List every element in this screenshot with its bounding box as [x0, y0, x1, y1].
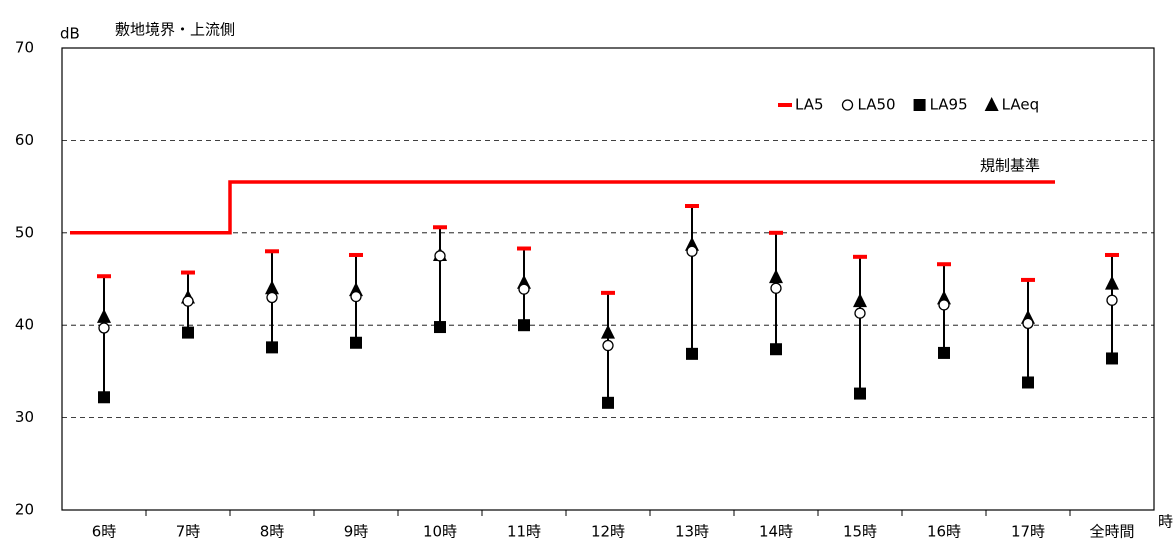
y-tick-label: 20 — [15, 501, 34, 519]
plot-frame — [61, 47, 1155, 511]
marker-circle — [770, 282, 782, 294]
marker-square — [98, 391, 110, 404]
marker-square — [350, 336, 362, 349]
x-tick-label: 9時 — [344, 523, 369, 541]
marker-circle — [182, 295, 194, 307]
marker-square — [182, 326, 194, 339]
regulation-label: 規制基準 — [980, 157, 1040, 175]
x-tick-label: 11時 — [507, 523, 541, 541]
x-axis-label: 時 — [1158, 513, 1173, 531]
marker-square — [1022, 376, 1034, 389]
marker-triangle — [97, 308, 111, 323]
x-tick-label: 12時 — [591, 523, 625, 541]
marker-circle — [841, 99, 854, 111]
marker-triangle — [984, 97, 999, 111]
marker-square — [938, 346, 950, 359]
marker-triangle — [601, 324, 615, 339]
marker-square — [434, 321, 446, 334]
x-tick-label: 全時間 — [1089, 523, 1134, 541]
marker-circle — [98, 322, 110, 334]
marker-square — [1106, 352, 1118, 365]
regulation-line — [70, 180, 1055, 235]
x-tick-label: 16時 — [927, 523, 961, 541]
marker-circle — [266, 291, 278, 304]
marker-circle — [1106, 294, 1118, 306]
x-tick-label: 8時 — [260, 523, 285, 541]
marker-circle — [1022, 317, 1034, 330]
marker-square — [266, 341, 278, 354]
y-tick-label: 30 — [15, 408, 34, 426]
marker-circle — [434, 250, 446, 262]
marker-square — [686, 347, 698, 360]
y-axis-label: dB — [60, 25, 80, 43]
marker-circle — [854, 307, 866, 319]
marker-square — [913, 99, 926, 111]
marker-square — [602, 396, 614, 409]
legend-label: LA5 — [795, 96, 824, 114]
marker-circle — [350, 290, 362, 303]
marker-circle — [518, 283, 530, 295]
y-tick-label: 50 — [15, 223, 34, 241]
x-tick-label: 13時 — [675, 523, 709, 541]
y-tick-label: 40 — [15, 316, 34, 334]
marker-triangle — [1105, 275, 1119, 290]
legend-label: LA50 — [858, 96, 896, 114]
marker-circle — [938, 299, 950, 311]
marker-circle — [686, 245, 698, 257]
x-tick-label: 7時 — [176, 523, 201, 541]
marker-triangle — [265, 280, 279, 295]
x-tick-label: 15時 — [843, 523, 877, 541]
marker-square — [518, 319, 530, 332]
marker-square — [854, 387, 866, 400]
legend-label: LA95 — [930, 96, 968, 114]
x-tick-label: 6時 — [92, 523, 117, 541]
x-tick-label: 10時 — [423, 523, 457, 541]
marker-triangle — [769, 269, 783, 284]
marker-triangle — [853, 293, 867, 308]
legend-label: LAeq — [1002, 96, 1039, 114]
x-tick-label: 14時 — [759, 523, 793, 541]
marker-circle — [602, 339, 614, 352]
chart-title: 敷地境界・上流側 — [115, 21, 235, 39]
x-tick-label: 17時 — [1011, 523, 1045, 541]
y-tick-label: 60 — [15, 131, 34, 149]
marker-square — [770, 343, 782, 356]
y-tick-label: 70 — [15, 39, 34, 57]
